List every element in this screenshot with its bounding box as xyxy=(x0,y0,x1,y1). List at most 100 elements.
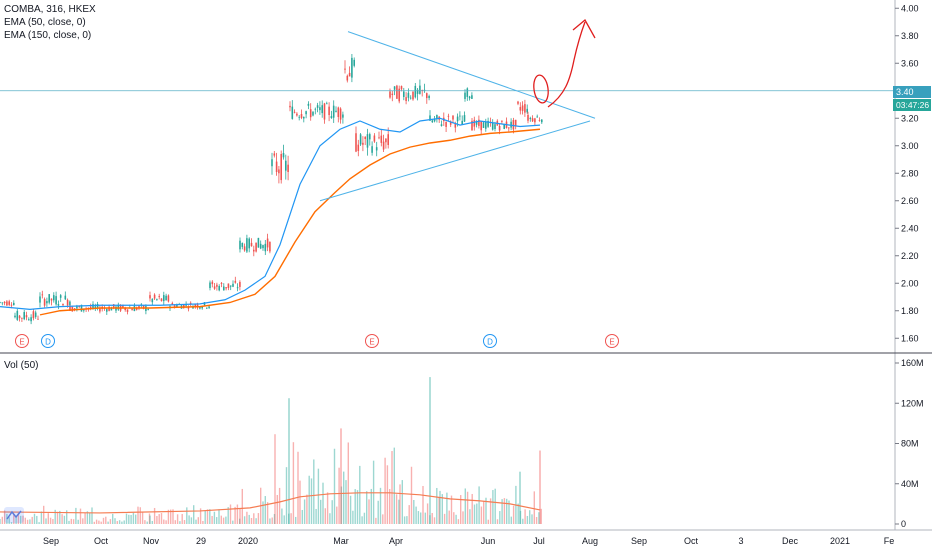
candle-body xyxy=(269,241,271,252)
volume-bar xyxy=(436,487,438,524)
candle-body xyxy=(471,95,473,99)
candle-body xyxy=(206,307,208,309)
volume-bar xyxy=(529,510,531,524)
volume-spike xyxy=(519,471,521,524)
candle-body xyxy=(382,141,385,150)
candle-body xyxy=(192,306,194,309)
volume-bar xyxy=(483,501,485,524)
symbol-legend[interactable]: COMBA, 316, HKEX xyxy=(4,4,96,15)
candle-body xyxy=(312,111,314,116)
candle-body xyxy=(396,85,398,99)
volume-bar xyxy=(206,509,209,524)
time-tick-label: 3 xyxy=(738,536,743,546)
candle-body xyxy=(400,86,403,90)
price-tick-label: 3.60 xyxy=(901,58,919,68)
candle-body xyxy=(387,134,389,145)
volume-spike xyxy=(340,428,342,524)
candle-body xyxy=(541,119,543,123)
candle-body xyxy=(262,245,264,249)
volume-bar xyxy=(3,510,6,524)
candle-body xyxy=(194,304,197,307)
candle-body xyxy=(83,309,85,311)
volume-bar xyxy=(61,514,63,524)
volume-spike xyxy=(288,398,290,524)
candle-body xyxy=(41,294,44,296)
candle-body xyxy=(229,285,232,287)
volume-bar xyxy=(441,494,443,524)
volume-bar xyxy=(163,519,165,524)
volume-bar xyxy=(22,515,24,524)
candle-body xyxy=(167,295,170,302)
candle-body xyxy=(250,242,253,247)
volume-bar xyxy=(29,519,31,524)
candle-body xyxy=(521,105,524,111)
volume-bar xyxy=(141,512,144,524)
candle-body xyxy=(423,89,426,91)
candle-body xyxy=(135,307,138,310)
candle-body xyxy=(326,103,328,105)
volume-bar xyxy=(278,487,281,524)
volume-bar xyxy=(531,514,533,524)
volume-bar xyxy=(347,442,349,524)
volume-bar xyxy=(176,514,179,524)
volume-bar xyxy=(448,510,450,524)
candle-body xyxy=(428,95,430,99)
volume-bar xyxy=(109,519,112,524)
candle-body xyxy=(216,284,218,287)
volume-bar xyxy=(324,508,326,524)
time-tick-label: Oct xyxy=(684,536,699,546)
time-tick-label: Jul xyxy=(533,536,545,546)
candle-body xyxy=(160,298,163,302)
candle-body xyxy=(328,106,330,116)
time-tick-label: Sep xyxy=(631,536,647,546)
candle-body xyxy=(346,75,349,81)
candle-body xyxy=(255,242,257,252)
price-tick-label: 3.80 xyxy=(901,31,919,41)
volume-bar xyxy=(153,507,156,524)
candle-body xyxy=(278,169,280,174)
volume-bar xyxy=(499,511,501,524)
volume-bar xyxy=(250,518,253,524)
volume-bar xyxy=(473,504,476,524)
volume-bar xyxy=(188,515,190,524)
candle-body xyxy=(147,309,149,311)
time-tick-label: Aug xyxy=(582,536,598,546)
price-tick-label: 1.80 xyxy=(901,306,919,316)
volume-bar xyxy=(170,509,172,524)
volume-bar xyxy=(496,519,499,524)
candle-body xyxy=(514,119,517,126)
volume-bar xyxy=(439,490,441,524)
volume-bar xyxy=(202,520,204,524)
candle-body xyxy=(531,118,534,122)
volume-bar xyxy=(232,520,234,524)
breakout-circle xyxy=(533,74,549,104)
countdown-badge: 03:47:26 xyxy=(893,99,931,111)
volume-bar xyxy=(295,516,297,524)
ema-fast-legend[interactable]: EMA (50, close, 0) xyxy=(4,17,86,28)
candle-body xyxy=(319,107,321,111)
volume-bar xyxy=(333,448,336,524)
volume-bar xyxy=(417,511,420,524)
price-tick-label: 2.20 xyxy=(901,251,919,261)
candle-body xyxy=(330,116,333,119)
volume-bar xyxy=(366,491,368,524)
volume-bar xyxy=(517,503,519,524)
candle-body xyxy=(39,296,41,303)
volume-bar xyxy=(431,513,433,524)
candle-body xyxy=(149,295,151,299)
volume-bar xyxy=(455,514,457,524)
event-marker-earnings xyxy=(15,334,29,348)
ema-slow-legend[interactable]: EMA (150, close, 0) xyxy=(4,30,92,41)
volume-bar xyxy=(40,511,43,524)
volume-legend[interactable]: Vol (50) xyxy=(4,360,39,371)
volume-bar xyxy=(227,507,229,524)
volume-bar xyxy=(123,520,125,524)
volume-bar xyxy=(269,518,271,524)
volume-bar xyxy=(59,510,61,524)
volume-bar xyxy=(368,499,370,524)
candle-body xyxy=(524,104,526,113)
candle-body xyxy=(389,91,391,98)
candle-body xyxy=(158,296,160,298)
